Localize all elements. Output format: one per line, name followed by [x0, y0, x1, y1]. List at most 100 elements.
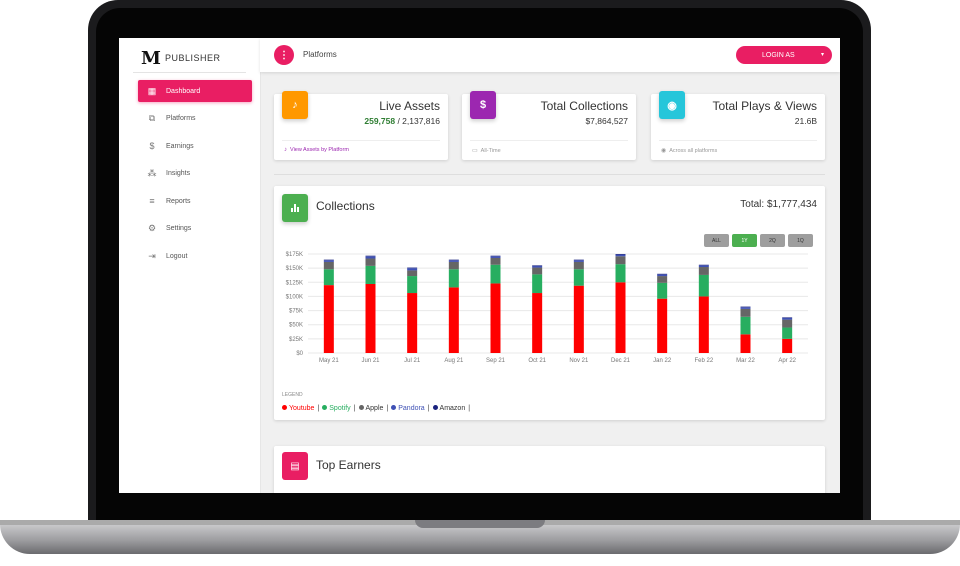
- stat-title: Total Collections: [540, 99, 628, 113]
- legend-item-youtube[interactable]: Youtube |: [282, 405, 322, 412]
- sidebar-divider: [133, 72, 246, 73]
- card-divider: [282, 140, 440, 141]
- library-icon: ⧉: [148, 113, 156, 123]
- filter-1q-button[interactable]: 1Q: [788, 234, 813, 247]
- bar-apple: [407, 270, 418, 277]
- x-tick-label: May 21: [319, 358, 339, 364]
- footer-icon: ♪: [284, 147, 287, 153]
- sidebar-item-insights[interactable]: ⁂ Insights: [138, 163, 252, 185]
- stat-footer[interactable]: ♪ View Assets by Platform: [284, 147, 349, 153]
- x-tick-label: Feb 22: [694, 358, 713, 364]
- y-tick-label: $50K: [289, 323, 303, 329]
- bar-apple: [532, 267, 543, 275]
- bar-youtube: [448, 287, 459, 353]
- legend-swatch: [282, 405, 287, 410]
- collections-title: Collections: [316, 199, 375, 213]
- stat-value: 259,758 / 2,137,816: [364, 116, 440, 126]
- sidebar-item-settings[interactable]: ⚙ Settings: [138, 218, 252, 240]
- bar-amazon: [657, 273, 668, 275]
- bar-pandora: [532, 265, 543, 268]
- footer-icon: ▭: [472, 148, 478, 154]
- x-tick-label: Jul 21: [404, 358, 421, 364]
- bar-spotify: [740, 316, 751, 335]
- logo-text: PUBLISHER: [165, 53, 221, 63]
- brand-logo[interactable]: M PUBLISHER: [141, 46, 241, 70]
- bar-amazon: [407, 267, 418, 269]
- legend-separator: |: [386, 405, 389, 412]
- logo-letter: M: [141, 47, 161, 69]
- bar-amazon: [323, 259, 334, 261]
- bar-spotify: [573, 269, 584, 286]
- app-screen: M PUBLISHER ▦ Dashboard ⧉ Platforms $ Earning…: [119, 38, 840, 493]
- sidebar-item-earnings[interactable]: $ Earnings: [138, 135, 252, 157]
- bar-pandora: [740, 307, 751, 309]
- sidebar-item-label: Reports: [166, 197, 191, 205]
- eye-icon: ◉: [659, 91, 685, 119]
- more-menu-icon[interactable]: ⋮: [274, 45, 294, 65]
- footer-icon: ◉: [661, 148, 667, 154]
- sidebar-item-label: Earnings: [166, 142, 194, 150]
- bar-spotify: [657, 282, 668, 299]
- bar-pandora: [615, 254, 626, 257]
- clipboard-icon: ▤: [282, 452, 308, 480]
- topbar: ⋮ Platforms LOGIN AS ▾: [260, 38, 840, 72]
- bar-amazon: [490, 255, 501, 257]
- x-tick-label: Nov 21: [569, 358, 589, 364]
- bar-youtube: [740, 334, 751, 353]
- stat-highlight: 259,758: [364, 116, 396, 126]
- stat-footer-text: View Assets by Platform: [290, 147, 349, 153]
- bar-pandora: [323, 260, 334, 262]
- bar-apple: [490, 257, 501, 265]
- collections-chart: $0 $25K $50K $75K $100K $125K $150K $175K May 21…: [286, 252, 808, 364]
- stat-card-2: ◉ Total Plays & Views 21.6B ◉ Across all pla…: [651, 91, 825, 160]
- login-as-label: LOGIN AS: [762, 51, 795, 59]
- sidebar-item-logout[interactable]: ⇥ Logout: [138, 245, 252, 267]
- stat-value-text: / 2,137,816: [395, 116, 440, 126]
- legend-label: Youtube: [289, 405, 315, 412]
- bar-apple: [448, 261, 459, 270]
- dashboard-icon: ▦: [147, 85, 157, 96]
- sidebar-item-label: Insights: [166, 170, 191, 177]
- bar-spotify: [615, 264, 626, 283]
- bar-spotify: [407, 276, 418, 294]
- sidebar-item-reports[interactable]: ≡ Reports: [138, 190, 252, 212]
- login-as-button[interactable]: LOGIN AS ▾: [736, 46, 832, 64]
- legend-separator: |: [317, 405, 320, 412]
- legend-label: Pandora: [398, 405, 425, 412]
- stat-value-text: $7,864,527: [585, 116, 628, 126]
- legend-item-pandora[interactable]: Pandora |: [391, 405, 432, 412]
- sidebar: M PUBLISHER ▦ Dashboard ⧉ Platforms $ Earning…: [119, 38, 261, 493]
- bar-spotify: [490, 264, 501, 284]
- bar-apple: [323, 261, 334, 270]
- filter-all-button[interactable]: ALL: [704, 234, 729, 247]
- bar-spotify: [532, 274, 543, 294]
- bar-amazon: [573, 259, 584, 261]
- sidebar-item-label: Settings: [166, 225, 192, 232]
- card-divider: [470, 140, 628, 141]
- bar-pandora: [698, 265, 709, 268]
- bar-pandora: [365, 256, 376, 259]
- sidebar-item-label: Logout: [166, 252, 188, 260]
- bar-youtube: [698, 296, 709, 353]
- bar-youtube: [532, 293, 543, 353]
- legend-item-amazon[interactable]: Amazon |: [432, 405, 474, 412]
- filter-1y-button[interactable]: 1Y: [732, 234, 757, 247]
- bar-youtube: [490, 283, 501, 353]
- bar-apple: [573, 261, 584, 270]
- bar-amazon: [365, 255, 376, 257]
- bar-spotify: [698, 274, 709, 297]
- filter-2q-button[interactable]: 2Q: [760, 234, 785, 247]
- bar-amazon: [615, 254, 626, 255]
- y-tick-label: $150K: [286, 266, 303, 272]
- legend-item-apple[interactable]: Apple |: [358, 405, 392, 412]
- sidebar-item-platforms[interactable]: ⧉ Platforms: [138, 108, 252, 130]
- x-tick-label: Dec 21: [611, 358, 631, 364]
- y-tick-label: $125K: [286, 280, 303, 286]
- music-note-icon: ♪: [282, 91, 308, 119]
- sidebar-item-dashboard[interactable]: ▦ Dashboard: [138, 80, 252, 102]
- stat-value-text: 21.6B: [794, 116, 817, 126]
- legend-label: Amazon: [439, 405, 466, 412]
- chart-legend: Youtube | Spotify | Apple | Pandora | Amazon |: [282, 405, 473, 412]
- legend-item-spotify[interactable]: Spotify |: [322, 405, 358, 412]
- bar-apple: [365, 258, 376, 266]
